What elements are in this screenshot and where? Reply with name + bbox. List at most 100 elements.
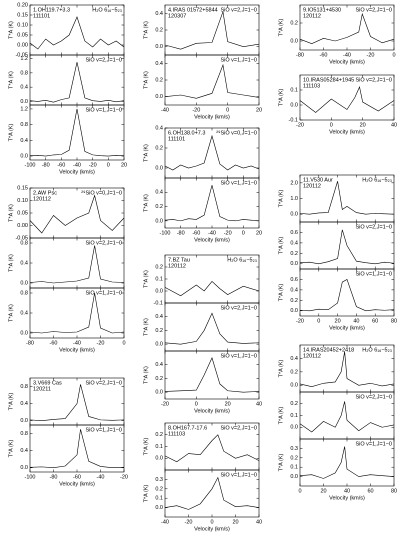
x-tick-label: -60 (192, 230, 200, 236)
x-tick-label: -60 (50, 340, 58, 346)
x-axis-label: Velocity (km/s) (194, 408, 230, 414)
spectrum-line (29, 384, 125, 422)
x-tick-label: 40 (391, 122, 397, 128)
source-name: 10.IRAS05284+1945 (303, 77, 354, 83)
line-label: SiO v=2,J=1−0 (355, 394, 392, 400)
x-tick-label: 20 (256, 107, 262, 113)
y-tick-label: 0.2 (290, 401, 298, 407)
line-label: H₂O 6₁₆−5₂₃ (227, 257, 257, 263)
x-tick-label: 0 (392, 52, 395, 58)
line-label: SiO v=2,J=1−0 (220, 425, 257, 431)
y-tick-label: 0.0 (290, 308, 298, 314)
y-tick-label: 0.4 (155, 125, 163, 131)
y-tick-label: 0.2 (155, 432, 163, 438)
x-tick-label: -80 (50, 474, 58, 480)
x-tick-label: -80 (177, 230, 185, 236)
line-label: SiO v=2,J=1−0 (220, 305, 257, 311)
y-tick-label: 0.8 (20, 70, 28, 76)
line-label: H₂O 6₁₆−5₂₃ (92, 7, 122, 13)
y-tick-label: 0.0 (155, 218, 163, 224)
y-tick-label: 0.0 (20, 418, 28, 424)
x-tick-label: -20 (367, 52, 375, 58)
y-tick-label: 0.6 (290, 230, 298, 236)
y-tick-label: 2.0 (290, 180, 298, 186)
y-axis-label: T*A (K) (143, 270, 149, 288)
line-label: SiO v=2,J=1−0 (220, 7, 257, 13)
x-axis-label: Velocity (km/s) (59, 481, 95, 487)
x-tick-label: -100 (24, 162, 35, 168)
line-label: SiO v=2,J=1−0 (355, 224, 392, 230)
spectrum-line (299, 229, 395, 265)
x-axis-label: Velocity (km/s) (329, 59, 365, 65)
x-tick-label: -60 (320, 52, 328, 58)
spectrum-line (164, 63, 260, 99)
line-label: SiO v=1,J=1−0 (220, 57, 257, 63)
line-label: SiO v=2,J=1−0 (85, 240, 122, 246)
spectrum-line (29, 194, 125, 234)
x-tick-label: -60 (73, 474, 81, 480)
y-tick-label: 0.2 (290, 369, 298, 375)
y-axis-label: T*A (K) (278, 453, 284, 471)
y-tick-label: 0.2 (155, 486, 163, 492)
y-tick-label: 1.0 (290, 196, 298, 202)
obs-date: 120112 (303, 353, 321, 359)
y-tick-label: 0.0 (290, 102, 298, 108)
x-tick-label: 20 (335, 318, 341, 324)
y-tick-label: 0.2 (290, 455, 298, 461)
panel-frame (299, 268, 395, 317)
x-tick-label: 60 (367, 488, 373, 494)
source-name: 1.OH119.7+3.3 (33, 7, 70, 13)
line-label: SiO v=1,J=1−0 (220, 353, 257, 359)
x-tick-label: 0 (210, 519, 213, 525)
x-tick-label: 0 (317, 318, 320, 324)
y-tick-label: 0.05 (17, 210, 28, 216)
y-tick-label: 0.0 (155, 342, 163, 348)
x-tick-label: -40 (208, 230, 216, 236)
y-tick-label: 0.8 (20, 122, 28, 128)
x-tick-label: 0 (226, 107, 229, 113)
x-tick-label: -100 (159, 230, 170, 236)
x-tick-label: -20 (296, 122, 304, 128)
x-tick-label: -80 (42, 162, 50, 168)
source-name: 11.V530 Aur (303, 177, 333, 183)
x-axis-label: Velocity (km/s) (329, 325, 365, 331)
source-name: 3.V669 Cas (33, 380, 62, 386)
y-tick-label: 0.0 (155, 44, 163, 50)
y-tick-label: -0.1 (289, 117, 298, 123)
spectrum-line (299, 401, 395, 433)
panel-frame (164, 350, 260, 400)
y-tick-label: 0.4 (155, 362, 163, 368)
y-tick-label: 0.1 (155, 444, 163, 450)
y-tick-label: 0.3 (155, 477, 163, 483)
y-axis-label: T*A (K) (143, 318, 149, 336)
obs-date: 111103 (303, 83, 320, 89)
spectrum-line (164, 434, 260, 463)
line-label: SiO v=2,J=1−0 (85, 57, 122, 63)
x-tick-label: -20 (120, 474, 128, 480)
x-tick-label: 20 (320, 488, 326, 494)
x-tick-label: 20 (232, 519, 238, 525)
y-tick-label: 0.1 (290, 413, 298, 419)
line-label: SiO v=2,J=1−0 (355, 77, 392, 83)
x-tick-label: 0 (330, 122, 333, 128)
y-tick-label: 0.0 (20, 330, 28, 336)
obs-date: 111101 (168, 136, 185, 142)
line-label: SiO v=1,J=1−0 (85, 107, 122, 113)
obs-date: 120307 (168, 13, 186, 19)
source-name: 2.AW Psc (33, 190, 57, 196)
spectrum-line (164, 357, 260, 393)
y-tick-label: 0.4 (20, 85, 28, 91)
obs-date: 120112 (303, 13, 321, 19)
spectrum-line (164, 134, 260, 171)
x-tick-label: -20 (224, 230, 232, 236)
y-tick-label: 0.2 (290, 20, 298, 26)
y-tick-label: 0.2 (155, 376, 163, 382)
x-tick-label: 0 (122, 340, 125, 346)
line-label: SiO v=2,J=1−0 (355, 7, 392, 13)
x-tick-label: -40 (97, 474, 105, 480)
y-tick-label: 0.0 (155, 94, 163, 100)
y-tick-label: 0.8 (20, 431, 28, 437)
y-axis-label: T*A (K) (143, 366, 149, 384)
source-name: 4.IRAS 01572+5844 (168, 7, 218, 13)
y-tick-label: 1.2 (20, 106, 28, 112)
